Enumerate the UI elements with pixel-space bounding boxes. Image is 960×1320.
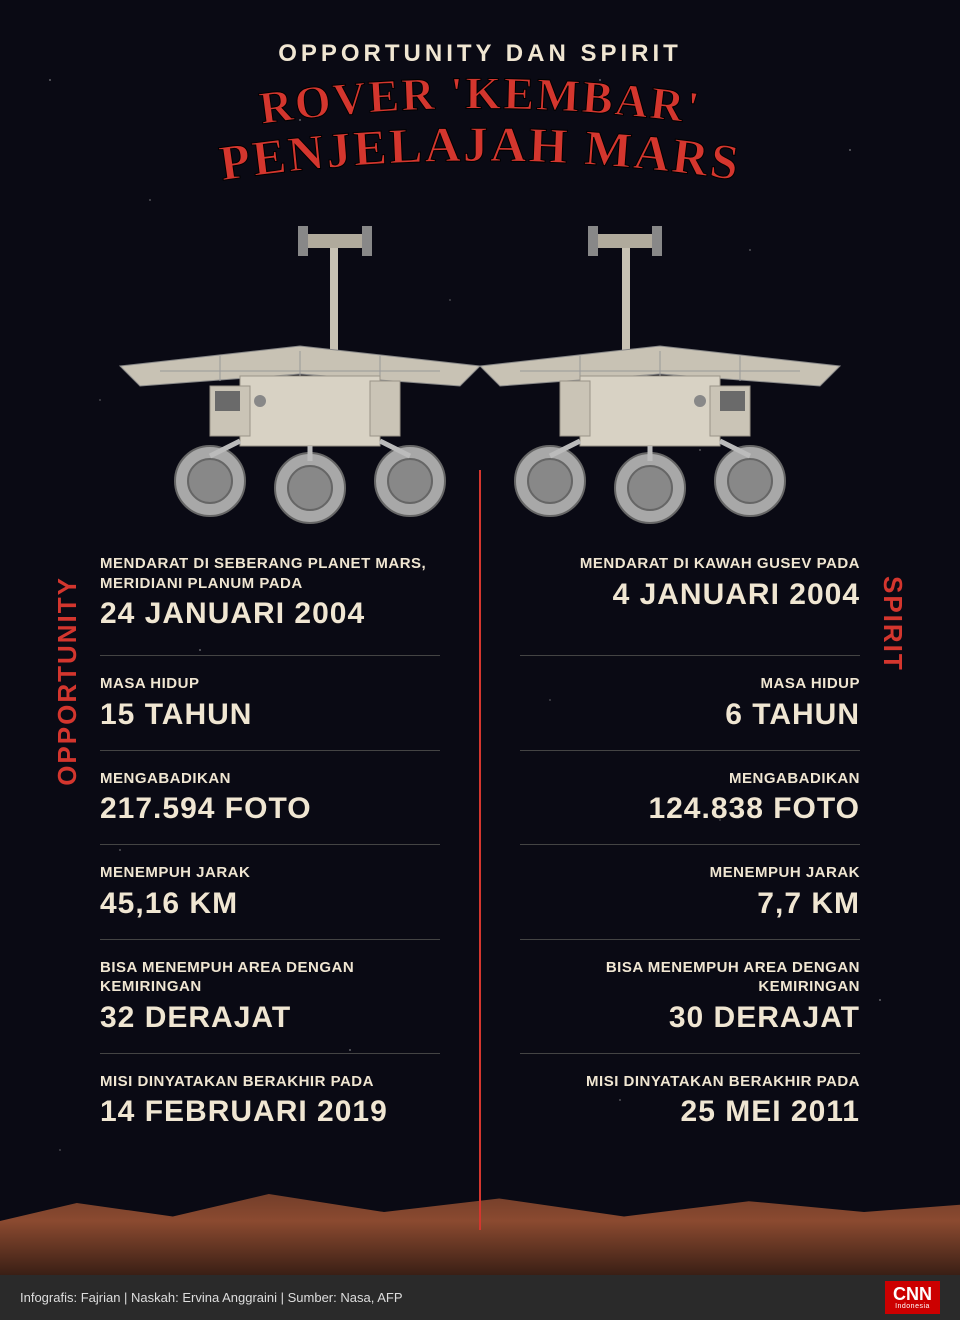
rover-opportunity-icon — [100, 226, 480, 526]
spi-row-landing: MENDARAT DI KAWAH GUSEV PADA 4 JANUARI 2… — [520, 536, 860, 656]
row-desc: MISI DINYATAKAN BERAKHIR PADA — [520, 1072, 860, 1092]
title-line2: PENJELAJAH MARS — [216, 116, 744, 191]
rover-spirit-icon — [480, 226, 860, 526]
row-val: 32 DERAJAT — [100, 1001, 440, 1035]
subtitle: OPPORTUNITY DAN SPIRIT — [40, 40, 920, 68]
credits-text: Infografis: Fajrian | Naskah: Ervina Ang… — [20, 1290, 402, 1305]
spi-row-photos: MENGABADIKAN 124.838 FOTO — [520, 751, 860, 846]
row-val: 6 TAHUN — [520, 698, 860, 732]
row-val: 30 DERAJAT — [520, 1001, 860, 1035]
logo-main: CNN — [893, 1285, 932, 1303]
opportunity-label: OPPORTUNITY — [52, 576, 83, 786]
row-desc: MASA HIDUP — [100, 674, 440, 694]
opp-row-tilt: BISA MENEMPUH AREA DENGAN KEMIRINGAN 32 … — [100, 940, 440, 1054]
spirit-column: SPIRIT MENDARAT DI KAWAH GUSEV PADA 4 JA… — [480, 536, 900, 1147]
svg-text:PENJELAJAH MARS: PENJELAJAH MARS — [216, 116, 744, 191]
logo-sub: Indonesia — [895, 1303, 930, 1310]
opp-row-end: MISI DINYATAKAN BERAKHIR PADA 14 FEBRUAR… — [100, 1054, 440, 1148]
opp-row-lifespan: MASA HIDUP 15 TAHUN — [100, 656, 440, 751]
row-desc: MENDARAT DI KAWAH GUSEV PADA — [520, 554, 860, 574]
opp-row-photos: MENGABADIKAN 217.594 FOTO — [100, 751, 440, 846]
row-desc: BISA MENEMPUH AREA DENGAN KEMIRINGAN — [520, 958, 860, 997]
spi-row-tilt: BISA MENEMPUH AREA DENGAN KEMIRINGAN 30 … — [520, 940, 860, 1054]
row-val: 15 TAHUN — [100, 698, 440, 732]
main-title: ROVER 'KEMBAR' PENJELAJAH MARS — [40, 76, 920, 206]
row-desc: MENDARAT DI SEBERANG PLANET MARS, MERIDI… — [100, 554, 440, 593]
row-desc: BISA MENEMPUH AREA DENGAN KEMIRINGAN — [100, 958, 440, 997]
spi-row-lifespan: MASA HIDUP 6 TAHUN — [520, 656, 860, 751]
opp-row-distance: MENEMPUH JARAK 45,16 KM — [100, 845, 440, 940]
spi-row-end: MISI DINYATAKAN BERAKHIR PADA 25 MEI 201… — [520, 1054, 860, 1148]
row-val: 24 JANUARI 2004 — [100, 597, 440, 631]
row-val: 124.838 FOTO — [520, 792, 860, 826]
row-desc: MENGABADIKAN — [520, 769, 860, 789]
row-desc: MENGABADIKAN — [100, 769, 440, 789]
row-val: 14 FEBRUARI 2019 — [100, 1095, 440, 1129]
row-val: 45,16 KM — [100, 887, 440, 921]
row-desc: MENEMPUH JARAK — [100, 863, 440, 883]
footer-bar: Infografis: Fajrian | Naskah: Ervina Ang… — [0, 1275, 960, 1320]
opportunity-column: OPPORTUNITY MENDARAT DI SEBERANG PLANET … — [60, 536, 480, 1147]
infographic-container: OPPORTUNITY DAN SPIRIT ROVER 'KEMBAR' PE… — [0, 0, 960, 1320]
cnn-logo: CNN Indonesia — [885, 1281, 940, 1314]
center-divider — [479, 470, 481, 1230]
row-val: 4 JANUARI 2004 — [520, 578, 860, 612]
spirit-label: SPIRIT — [877, 576, 908, 672]
row-val: 217.594 FOTO — [100, 792, 440, 826]
row-desc: MASA HIDUP — [520, 674, 860, 694]
row-val: 7,7 KM — [520, 887, 860, 921]
row-val: 25 MEI 2011 — [520, 1095, 860, 1129]
opp-row-landing: MENDARAT DI SEBERANG PLANET MARS, MERIDI… — [100, 536, 440, 656]
row-desc: MISI DINYATAKAN BERAKHIR PADA — [100, 1072, 440, 1092]
spi-row-distance: MENEMPUH JARAK 7,7 KM — [520, 845, 860, 940]
row-desc: MENEMPUH JARAK — [520, 863, 860, 883]
